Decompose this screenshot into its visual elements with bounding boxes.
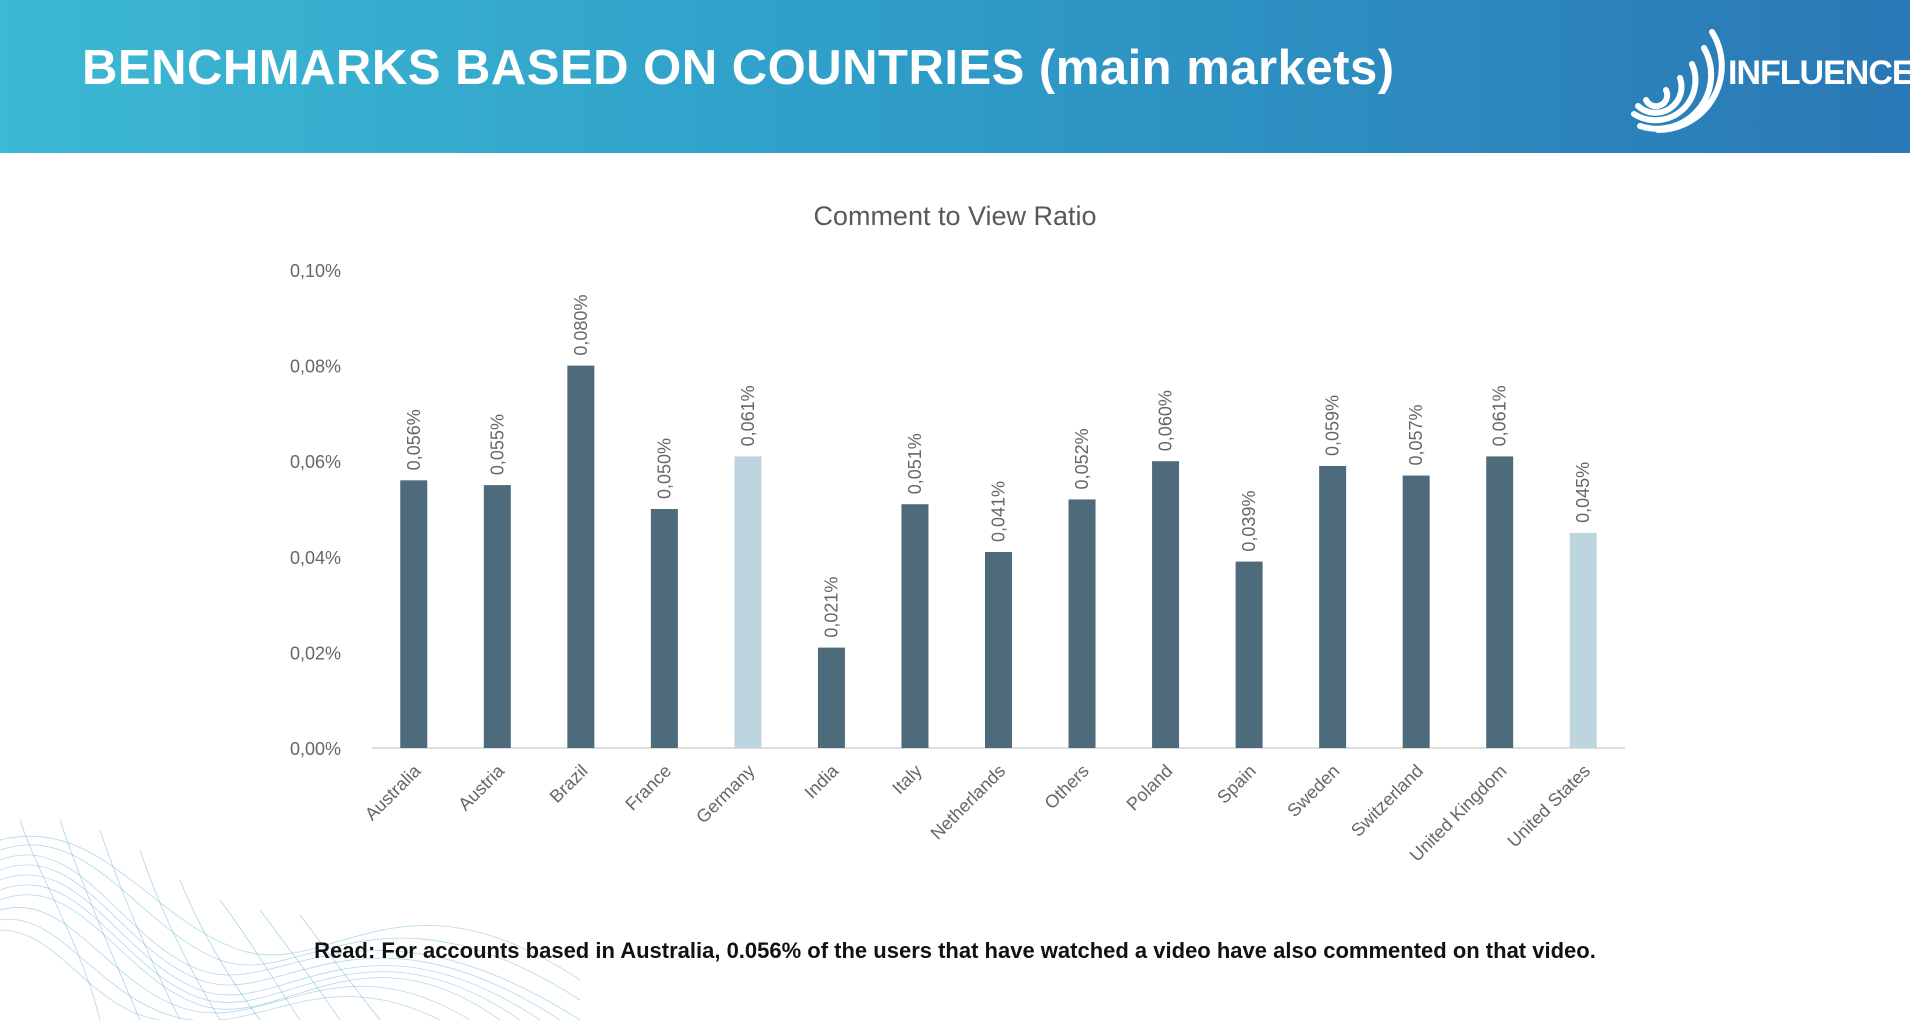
data-label: 0,041% (989, 481, 1009, 542)
y-tick-label: 0,08% (290, 357, 341, 377)
bar-others (1068, 499, 1096, 748)
bar-india (817, 647, 845, 748)
data-label: 0,045% (1573, 462, 1593, 523)
influencerdb-logo: INFLUENCERDB (1628, 18, 1910, 133)
data-label: 0,051% (905, 433, 925, 494)
bar-spain (1235, 561, 1263, 748)
x-tick-label: Italy (888, 761, 925, 798)
x-tick-label: Australia (361, 760, 425, 824)
data-label: 0,021% (821, 577, 841, 638)
x-axis-labels: Australia Austria Brazil France Germany India… (361, 760, 1594, 865)
x-tick-label: Germany (692, 761, 758, 827)
x-tick-label: India (801, 760, 843, 802)
x-tick-label: Poland (1123, 761, 1177, 815)
bar-germany (734, 456, 762, 748)
y-tick-label: 0,06% (290, 452, 341, 472)
y-tick-label: 0,00% (290, 739, 341, 759)
data-labels-group: 0,056% 0,055% 0,080% 0,050% 0,061% 0,021% 0,05… (404, 295, 1593, 638)
bar-italy (901, 504, 929, 748)
page-title: BENCHMARKS BASED ON COUNTRIES (main mark… (82, 41, 1395, 95)
data-label: 0,080% (571, 295, 591, 356)
chart-title: Comment to View Ratio (813, 201, 1097, 231)
x-tick-label: Austria (454, 760, 508, 814)
bar-netherlands (985, 552, 1012, 748)
logo-arcs-icon (1631, 29, 1725, 133)
bar-united-states (1569, 532, 1597, 748)
bar-switzerland (1402, 475, 1430, 748)
data-label: 0,059% (1323, 395, 1343, 456)
bar-united-kingdom (1486, 456, 1514, 748)
x-tick-label: Switzerland (1347, 761, 1427, 841)
data-label: 0,055% (487, 414, 507, 475)
x-tick-label: France (621, 761, 675, 815)
x-tick-label: United States (1504, 761, 1595, 852)
data-label: 0,052% (1072, 428, 1092, 489)
x-tick-label: Sweden (1283, 761, 1343, 821)
x-tick-label: Netherlands (927, 761, 1010, 844)
bar-chart: 0,00%0,02%0,04%0,06%0,08%0,10% 0,056% 0,0… (290, 261, 1625, 865)
read-caption: Read: For accounts based in Australia, 0… (314, 938, 1596, 963)
data-label: 0,056% (404, 409, 424, 470)
y-tick-label: 0,02% (290, 643, 341, 663)
logo-text: INFLUENCERDB (1728, 54, 1910, 92)
bar-australia (400, 480, 428, 748)
y-tick-label: 0,10% (290, 261, 341, 281)
bar-austria (483, 485, 511, 748)
bars-group (400, 365, 1597, 748)
data-label: 0,061% (738, 385, 758, 446)
bar-france (650, 509, 678, 748)
bar-sweden (1319, 465, 1347, 748)
data-label: 0,057% (1406, 404, 1426, 465)
decorative-wave-icon (0, 820, 580, 1020)
y-axis: 0,00% 0,02% 0,04% 0,06% 0,08% 0,10% (290, 261, 341, 759)
data-label: 0,050% (654, 438, 674, 499)
bar-brazil (567, 365, 595, 748)
y-tick-label: 0,04% (290, 548, 341, 568)
bar-poland (1152, 461, 1180, 748)
data-label: 0,061% (1490, 385, 1510, 446)
header-banner: BENCHMARKS BASED ON COUNTRIES (main mark… (0, 0, 1910, 153)
x-tick-label: Brazil (546, 761, 592, 807)
x-tick-label: Others (1041, 761, 1093, 813)
data-label: 0,060% (1156, 390, 1176, 451)
x-tick-label: Spain (1213, 761, 1260, 808)
data-label: 0,039% (1239, 491, 1259, 552)
